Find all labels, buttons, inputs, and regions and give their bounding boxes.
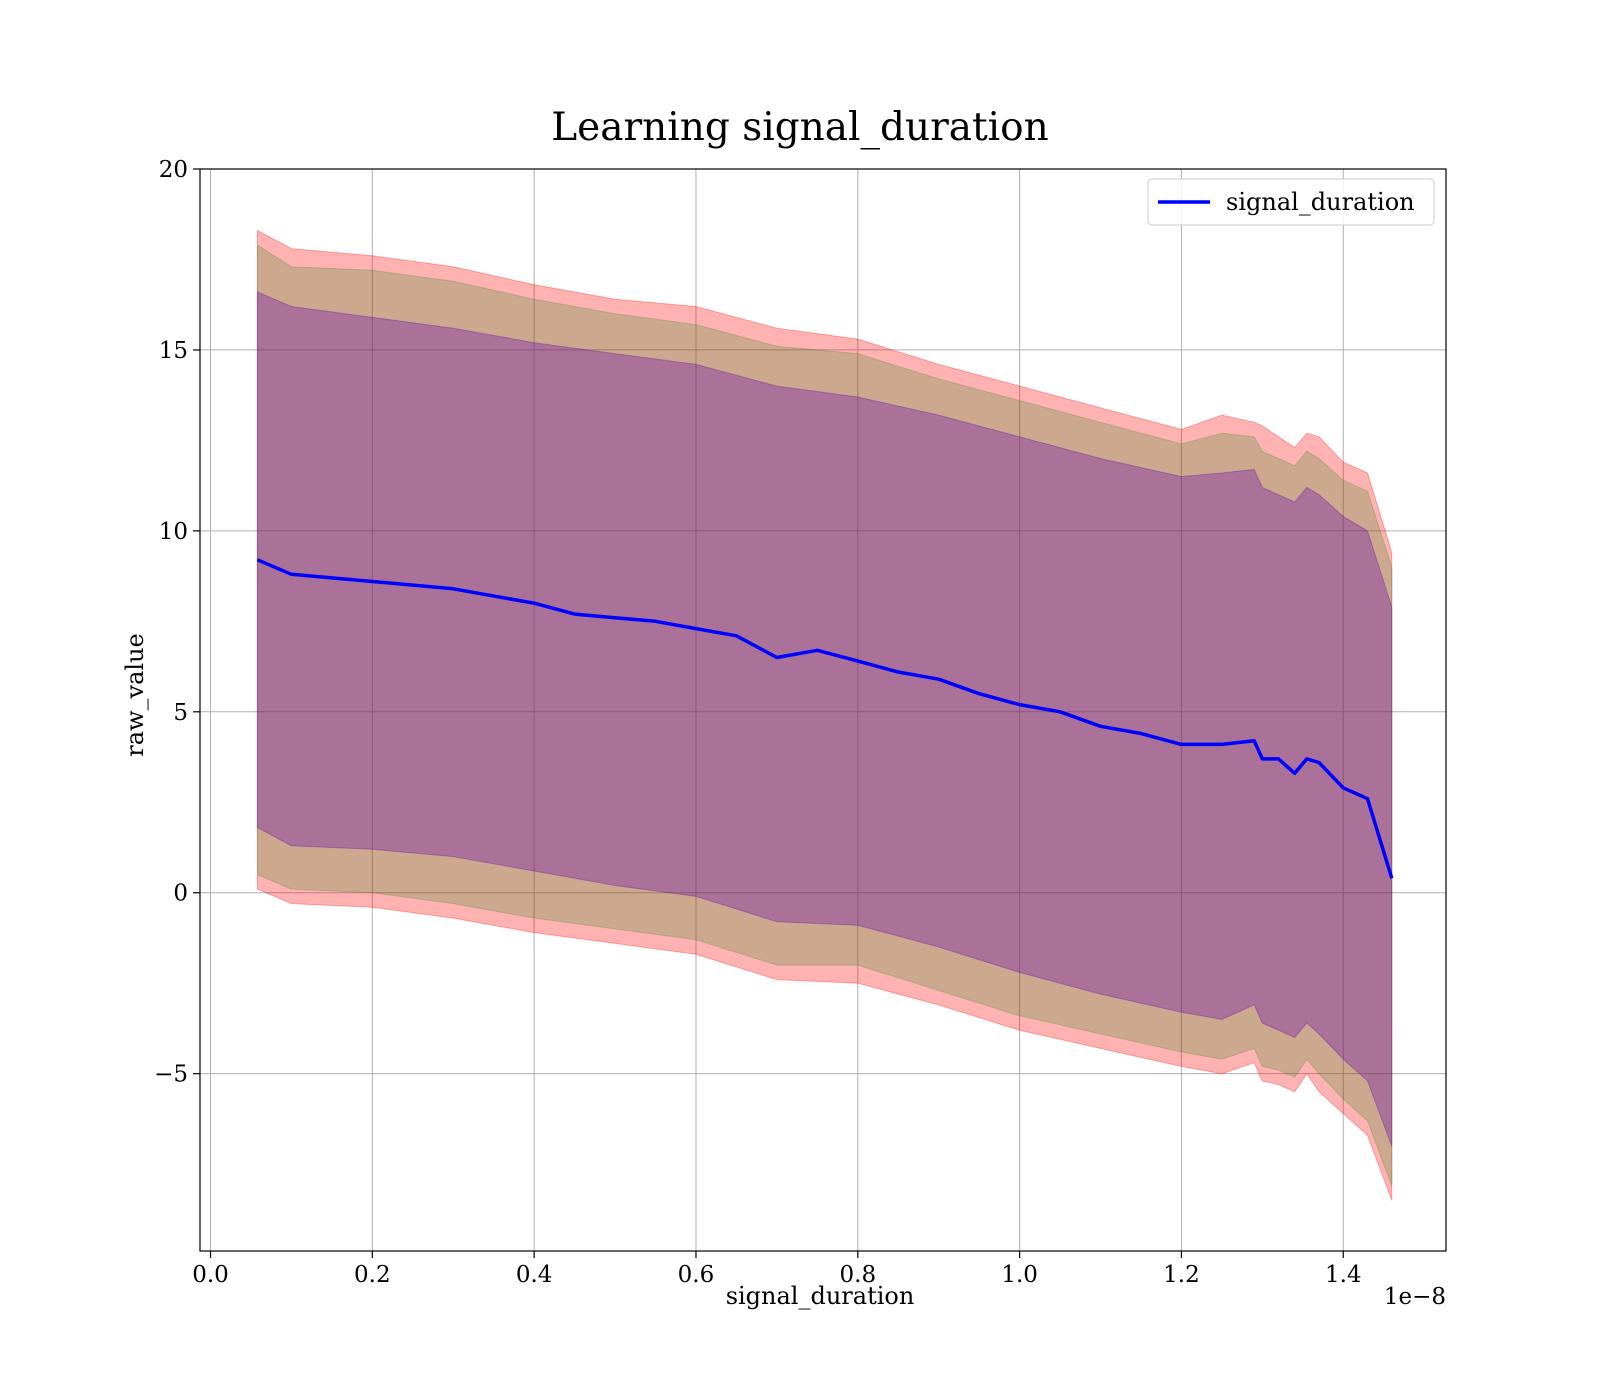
y-tick-label: 15: [159, 338, 188, 364]
x-tick-label: 0.4: [516, 1262, 553, 1288]
band-area: [256, 244, 1393, 1187]
y-tick-label: −5: [154, 1062, 188, 1088]
band-area: [256, 291, 1393, 1147]
y-tick-label: 20: [159, 157, 188, 183]
series-line: [256, 558, 1394, 879]
confidence-bands: [256, 229, 1393, 1201]
x-tick-label: 1.0: [1001, 1262, 1038, 1288]
plot-frame: [199, 168, 1447, 1252]
x-tick-label: 0.2: [354, 1262, 391, 1288]
legend-box: [1147, 178, 1435, 226]
series-lines: [256, 558, 1394, 879]
y-tick-label: 0: [173, 881, 188, 907]
y-axis-label: raw_value: [121, 633, 149, 757]
x-axis-label: signal_duration: [726, 1282, 915, 1310]
x-axis: 0.0 0.2 0.4 0.6 0.8 1.0 1.2 1.4: [192, 1251, 1362, 1288]
x-tick-label: 0.6: [678, 1262, 715, 1288]
x-tick-label: 1.4: [1325, 1262, 1362, 1288]
y-axis: −5 0 5 10 15 20: [154, 157, 200, 1088]
legend: signal_duration: [1147, 178, 1435, 226]
chart-title: Learning signal_duration: [551, 105, 1048, 150]
x-tick-label: 0.8: [840, 1262, 877, 1288]
x-tick-label: 0.0: [192, 1262, 229, 1288]
legend-label: signal_duration: [1226, 188, 1415, 216]
y-tick-label: 10: [159, 519, 188, 545]
band-area: [256, 229, 1393, 1201]
x-offset-label: 1e−8: [1384, 1284, 1446, 1310]
y-tick-label: 5: [173, 700, 188, 726]
x-tick-label: 1.2: [1163, 1262, 1200, 1288]
